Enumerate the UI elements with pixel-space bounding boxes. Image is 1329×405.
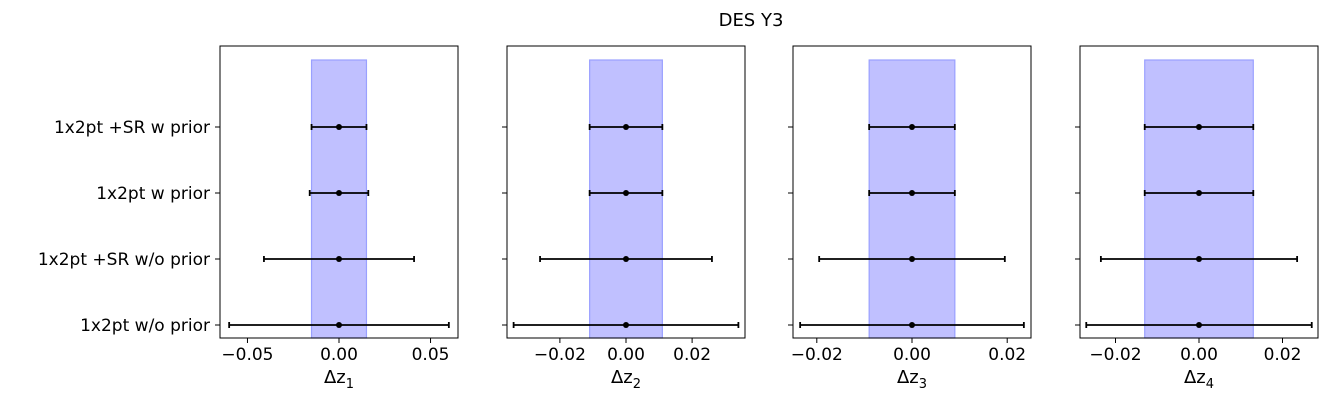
x-tick-label: −0.05 <box>221 345 273 365</box>
data-point <box>336 124 342 130</box>
data-point <box>623 124 629 130</box>
prior-band <box>310 59 368 339</box>
x-axis-label: Δz2 <box>611 367 641 392</box>
data-point <box>1196 322 1202 328</box>
x-axis-label: Δz1 <box>324 367 354 392</box>
data-point <box>909 124 915 130</box>
x-tick-label: 0.02 <box>988 345 1026 365</box>
data-point <box>336 322 342 328</box>
data-point <box>909 322 915 328</box>
data-point <box>623 190 629 196</box>
x-tick-label: −0.02 <box>1089 345 1141 365</box>
row-label: 1x2pt +SR w/o prior <box>38 250 210 270</box>
x-tick-label: −0.02 <box>791 345 843 365</box>
x-axis-label: Δz3 <box>897 367 927 392</box>
x-axis-label: Δz4 <box>1184 367 1214 392</box>
x-tick-label: −0.02 <box>534 345 586 365</box>
row-label: 1x2pt w/o prior <box>80 316 210 336</box>
x-tick-label: 0.00 <box>607 345 645 365</box>
data-point <box>909 256 915 262</box>
x-axis-label-main: Δz <box>611 367 633 388</box>
x-tick-label: 0.00 <box>893 345 931 365</box>
data-point <box>1196 256 1202 262</box>
data-point <box>1196 190 1202 196</box>
chart-title: DES Y3 <box>719 10 784 31</box>
x-tick-label: 0.00 <box>1180 345 1218 365</box>
row-label: 1x2pt +SR w prior <box>54 118 210 138</box>
x-axis-label-subscript: 4 <box>1206 377 1214 392</box>
data-point <box>336 190 342 196</box>
row-label: 1x2pt w prior <box>96 184 210 204</box>
x-axis-label-subscript: 1 <box>346 377 354 392</box>
data-point <box>1196 124 1202 130</box>
data-point <box>336 256 342 262</box>
x-tick-label: 0.00 <box>320 345 358 365</box>
data-point <box>623 322 629 328</box>
x-axis-label-main: Δz <box>897 367 919 388</box>
x-tick-label: 0.02 <box>673 345 711 365</box>
x-axis-label-subscript: 2 <box>633 377 641 392</box>
data-point <box>909 190 915 196</box>
x-axis-label-main: Δz <box>324 367 346 388</box>
x-axis-label-subscript: 3 <box>919 377 927 392</box>
prior-band <box>1144 59 1254 339</box>
x-tick-label: 0.02 <box>1264 345 1302 365</box>
data-point <box>623 256 629 262</box>
x-axis-label-main: Δz <box>1184 367 1206 388</box>
prior-band <box>589 59 663 339</box>
x-tick-label: 0.05 <box>412 345 450 365</box>
prior-band <box>868 59 956 339</box>
